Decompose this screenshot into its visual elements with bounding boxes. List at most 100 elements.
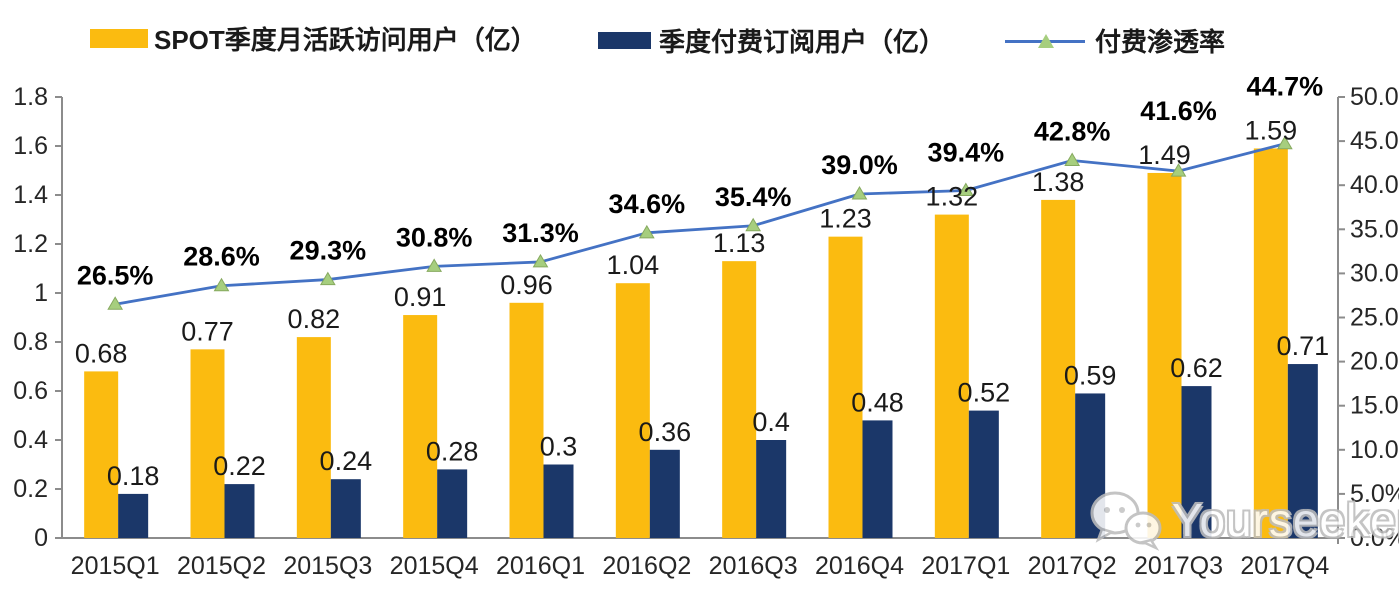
right-axis-tick-label: 50.0% [1350,83,1399,111]
subscriber-bar [118,493,149,538]
subscriber-value-label: 0.28 [426,436,479,466]
penetration-pct-label: 42.8% [1034,117,1111,147]
mau-bar [615,283,650,538]
penetration-pct-label: 26.5% [77,260,154,290]
x-axis-category-label: 2016Q4 [815,552,904,580]
mau-bar [296,337,331,538]
left-axis-tick-label: 0.8 [13,328,48,356]
mau-bar [1147,172,1182,538]
penetration-pct-label: 28.6% [183,242,260,272]
subscriber-bar [968,410,999,538]
right-axis-tick-label: 35.0% [1350,215,1399,243]
subscriber-value-label: 0.59 [1064,360,1117,390]
mau-value-label: 0.96 [500,270,553,300]
mau-bar [509,302,544,538]
mau-bar [190,349,225,538]
penetration-pct-label: 35.4% [715,182,792,212]
x-axis-category-label: 2017Q3 [1134,552,1223,580]
subscriber-value-label: 0.4 [752,407,790,437]
penetration-marker [213,277,230,292]
penetration-pct-label: 39.0% [821,150,898,180]
mau-value-label: 1.49 [1138,140,1191,170]
subscriber-value-label: 0.71 [1277,331,1330,361]
x-axis-category-label: 2016Q1 [496,552,585,580]
subscriber-bar [224,484,255,538]
subscriber-bar [1181,386,1212,538]
x-axis-category-label: 2017Q2 [1028,552,1117,580]
legend-item-mau: SPOT季度月活跃访问用户（亿） [90,20,537,57]
penetration-pct-label: 41.6% [1140,96,1217,126]
left-axis-tick-label: 0.2 [13,475,48,503]
left-axis-tick-label: 0.6 [13,377,48,405]
subscriber-value-label: 0.22 [213,451,266,481]
left-axis-tick-label: 1.2 [13,230,48,258]
x-axis-category-label: 2015Q2 [177,552,266,580]
right-axis-tick-label: 0.0% [1350,524,1399,552]
legend-item-penetration: 付费渗透率 [1005,22,1225,59]
penetration-series-swatch [1005,29,1085,53]
legend-label-subscribers: 季度付费订阅用户（亿） [659,27,946,57]
chart-legend: SPOT季度月活跃访问用户（亿） 季度付费订阅用户（亿） 付费渗透率 [0,16,1399,60]
left-axis-tick-label: 0.4 [13,426,48,454]
penetration-marker [1170,163,1187,177]
penetration-pct-label: 29.3% [290,236,367,266]
subscriber-bar [1075,393,1106,538]
mau-bar [1041,199,1076,538]
mau-value-label: 1.13 [713,228,766,258]
penetration-pct-label: 30.8% [396,222,473,252]
left-axis-tick-label: 1.4 [13,181,48,209]
right-axis-tick-label: 15.0% [1350,392,1399,420]
mau-bar [828,236,863,538]
penetration-marker [1064,152,1081,167]
right-axis-tick-label: 20.0% [1350,348,1399,376]
subscriber-bar [543,464,574,538]
subscriber-bar [437,469,468,538]
mau-value-label: 0.91 [394,282,447,312]
right-axis-tick-label: 10.0% [1350,436,1399,464]
penetration-marker [957,182,974,196]
penetration-marker [1276,135,1293,150]
penetration-pct-label: 44.7% [1247,71,1324,101]
legend-label-penetration: 付费渗透率 [1095,27,1226,57]
x-axis-category-label: 2015Q3 [283,552,372,580]
penetration-marker [107,296,124,310]
x-axis-category-label: 2015Q1 [71,552,160,580]
penetration-marker [426,258,443,272]
mau-bar [403,315,438,538]
x-axis-category-label: 2017Q4 [1240,552,1329,580]
mau-value-label: 0.68 [75,338,128,368]
subscriber-value-label: 0.52 [958,378,1011,408]
subscriber-bar [756,440,787,538]
mau-series-swatch [90,29,148,48]
penetration-marker [745,217,762,232]
right-axis-tick-label: 45.0% [1350,127,1399,155]
left-axis-tick-label: 1.8 [13,83,48,111]
mau-value-label: 1.59 [1245,115,1298,145]
subscriber-value-label: 0.36 [639,417,692,447]
mau-value-label: 1.04 [607,250,660,280]
subscriber-series-swatch [598,32,651,49]
right-axis-tick-label: 30.0% [1350,259,1399,287]
legend-label-mau: SPOT季度月活跃访问用户（亿） [154,25,537,55]
mau-bar [84,371,119,538]
x-axis-category-label: 2015Q4 [390,552,479,580]
subscriber-value-label: 0.48 [851,387,904,417]
subscriber-value-label: 0.24 [320,446,373,476]
x-axis-category-label: 2017Q1 [921,552,1010,580]
subscriber-value-label: 0.18 [107,461,160,491]
mau-bar [722,261,757,538]
mau-value-label: 1.32 [926,182,979,212]
penetration-pct-label: 39.4% [928,138,1005,168]
subscriber-bar [649,449,680,538]
subscriber-value-label: 0.62 [1170,353,1223,383]
right-axis-tick-label: 25.0% [1350,304,1399,332]
right-axis-tick-label: 5.0% [1350,480,1399,508]
mau-value-label: 0.82 [288,304,341,334]
penetration-marker [319,271,336,286]
mau-value-label: 1.23 [819,204,872,234]
right-axis-tick-label: 40.0% [1350,171,1399,199]
left-axis-tick-label: 0 [34,524,48,552]
left-axis-tick-label: 1 [34,279,48,307]
mau-value-label: 0.77 [181,316,234,346]
